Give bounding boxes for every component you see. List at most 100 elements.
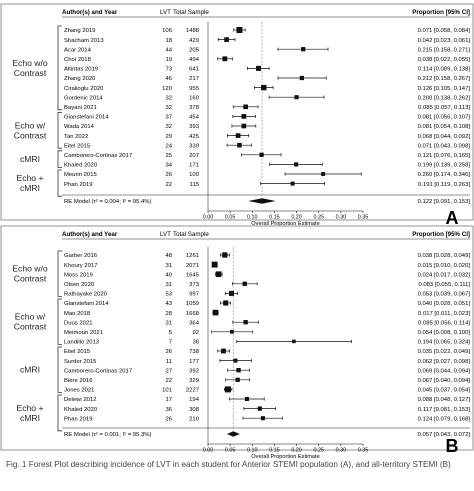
- study-point-estimate: [290, 181, 295, 186]
- group-label: Echo w/o: [12, 58, 48, 68]
- x-axis: 0.00 0.05 0.10 0.15 0.20 0.25 0.30 0.35 Overall …: [203, 443, 369, 460]
- study-lvt: 28: [165, 311, 172, 317]
- study-lvt: 26: [165, 349, 172, 355]
- study-lvt: 48: [165, 253, 172, 259]
- study-point-estimate: [211, 261, 218, 268]
- x-tick-label: 0.05: [225, 215, 236, 221]
- study-name: Delewi 2012: [64, 397, 96, 403]
- study-row: Duus 2021 31 364 0.085 [0.056, 0.114]: [64, 320, 470, 326]
- study-row: Rathayake 2020 53 997 0.053 [0.039, 0.067]: [64, 290, 470, 298]
- study-total: 1668: [186, 311, 200, 317]
- study-point-estimate: [222, 252, 228, 258]
- group-label: cMRI: [20, 183, 40, 193]
- group-bracket: [57, 112, 62, 149]
- study-point-estimate: [236, 368, 241, 373]
- study-point-estimate: [294, 95, 299, 100]
- study-lvt: 11: [166, 359, 172, 365]
- study-name: Camborero-Cortinas 2017: [64, 153, 132, 159]
- study-row: Gordenic 2014 32 160 0.200 [0.138, 0.262]: [64, 95, 470, 101]
- study-row: Meurin 2015 26 100 0.260 [0.174, 0.346]: [64, 172, 470, 178]
- forest-panel-b: Author(s) and Year LVT Total Sample Proport…: [0, 225, 474, 460]
- x-tick-label: 0.05: [225, 448, 236, 454]
- x-tick-label: 0.00: [203, 215, 214, 221]
- study-name: Jones 2021: [64, 388, 94, 394]
- x-tick-label: 0.35: [358, 448, 369, 454]
- study-ci-text: 0.199 [0.139, 0.258]: [418, 163, 471, 169]
- header-study: Author(s) and Year: [62, 231, 118, 238]
- study-total: 329: [189, 378, 199, 384]
- group-label: Contrast: [14, 322, 47, 332]
- study-name: Wada 2014: [64, 124, 95, 130]
- study-lvt: 40: [165, 272, 172, 278]
- panel-frame: [0, 225, 474, 451]
- group-label: Contrast: [14, 130, 47, 140]
- study-total: 738: [189, 349, 200, 355]
- study-point-estimate: [243, 104, 248, 110]
- study-point-estimate: [261, 84, 267, 91]
- group-1: Echo w/Contrast: [14, 298, 62, 345]
- study-ci-text: 0.083 [0.055, 0.111]: [418, 282, 470, 288]
- study-name: Garber 2016: [64, 253, 98, 259]
- x-tick-label: 0.15: [269, 448, 280, 454]
- study-lvt: 22: [165, 378, 172, 384]
- group-label: Echo +: [17, 173, 44, 183]
- study-total: 205: [189, 47, 200, 53]
- x-tick-label: 0.30: [336, 448, 347, 454]
- study-lvt: 32: [165, 105, 172, 111]
- group-label: Echo +: [17, 403, 44, 413]
- study-total: 100: [189, 172, 200, 178]
- study-total: 210: [189, 416, 200, 422]
- study-row: Ciralioglu 2020 120 955 0.126 [0.105, 0.147…: [64, 84, 470, 92]
- study-total: 217: [189, 76, 199, 82]
- study-row: Bayani 2021 32 378 0.085 [0.057, 0.113]: [64, 104, 470, 111]
- study-name: Acar 2014: [64, 47, 92, 53]
- study-name: Zhang 2020: [64, 76, 96, 82]
- study-total: 997: [189, 292, 199, 298]
- panel-letter: A: [446, 208, 459, 228]
- study-total: 36: [192, 340, 199, 346]
- study-lvt: 32: [165, 95, 172, 101]
- study-ci-text: 0.068 [0.044, 0.092]: [418, 134, 471, 140]
- study-ci-text: 0.040 [0.028, 0.051]: [418, 301, 471, 307]
- study-name: Phan 2019: [64, 182, 93, 188]
- study-ci-text: 0.260 [0.174, 0.346]: [418, 172, 471, 178]
- group-label: cMRI: [20, 154, 40, 164]
- study-name: Biere 2016: [64, 378, 93, 384]
- study-point-estimate: [244, 396, 249, 402]
- group-label: Echo w/: [15, 312, 46, 322]
- study-total: 160: [189, 95, 200, 101]
- study-total: 454: [189, 115, 200, 121]
- group-2: cMRI: [20, 346, 62, 393]
- group-bracket: [57, 298, 62, 345]
- study-row: Olsen 2020 31 373 0.083 [0.055, 0.111]: [64, 281, 470, 288]
- study-ci-text: 0.194 [0.065, 0.324]: [418, 340, 471, 346]
- study-lvt: 26: [165, 416, 172, 422]
- study-lvt: 34: [165, 163, 172, 169]
- study-total: 2071: [186, 263, 199, 269]
- study-row: Eitel 2015 24 339 0.071 [0.043, 0.098]: [64, 142, 470, 149]
- study-point-estimate: [257, 406, 262, 411]
- study-ci-text: 0.081 [0.056, 0.107]: [418, 115, 471, 121]
- study-point-estimate: [233, 358, 238, 363]
- study-name: Gordenic 2014: [64, 95, 103, 101]
- study-lvt: 26: [165, 172, 172, 178]
- study-total: 364: [189, 320, 200, 326]
- study-name: Zhang 2019: [64, 28, 95, 34]
- study-lvt: 43: [165, 301, 172, 307]
- study-point-estimate: [299, 75, 305, 81]
- study-total: 1645: [186, 272, 200, 278]
- study-row: Shacham 2013 18 429 0.042 [0.023, 0.061]: [64, 37, 470, 44]
- study-lvt: 37: [165, 115, 172, 121]
- study-point-estimate: [235, 133, 241, 138]
- study-total: 177: [189, 359, 199, 365]
- x-tick-label: 0.00: [203, 448, 214, 454]
- study-ci-text: 0.071 [0.058, 0.084]: [418, 28, 471, 34]
- header-lvt: LVT: [160, 231, 171, 238]
- header-total-sample: Total Sample: [173, 231, 209, 238]
- study-lvt: 46: [165, 76, 172, 82]
- study-name: Moss 2019: [64, 272, 93, 278]
- study-lvt: 27: [165, 368, 172, 374]
- study-row: Jones 2021 101 2227 0.045 [0.037, 0.054]: [64, 386, 470, 394]
- study-row: Zhang 2019 106 1488 0.071 [0.058, 0.084]: [64, 27, 470, 34]
